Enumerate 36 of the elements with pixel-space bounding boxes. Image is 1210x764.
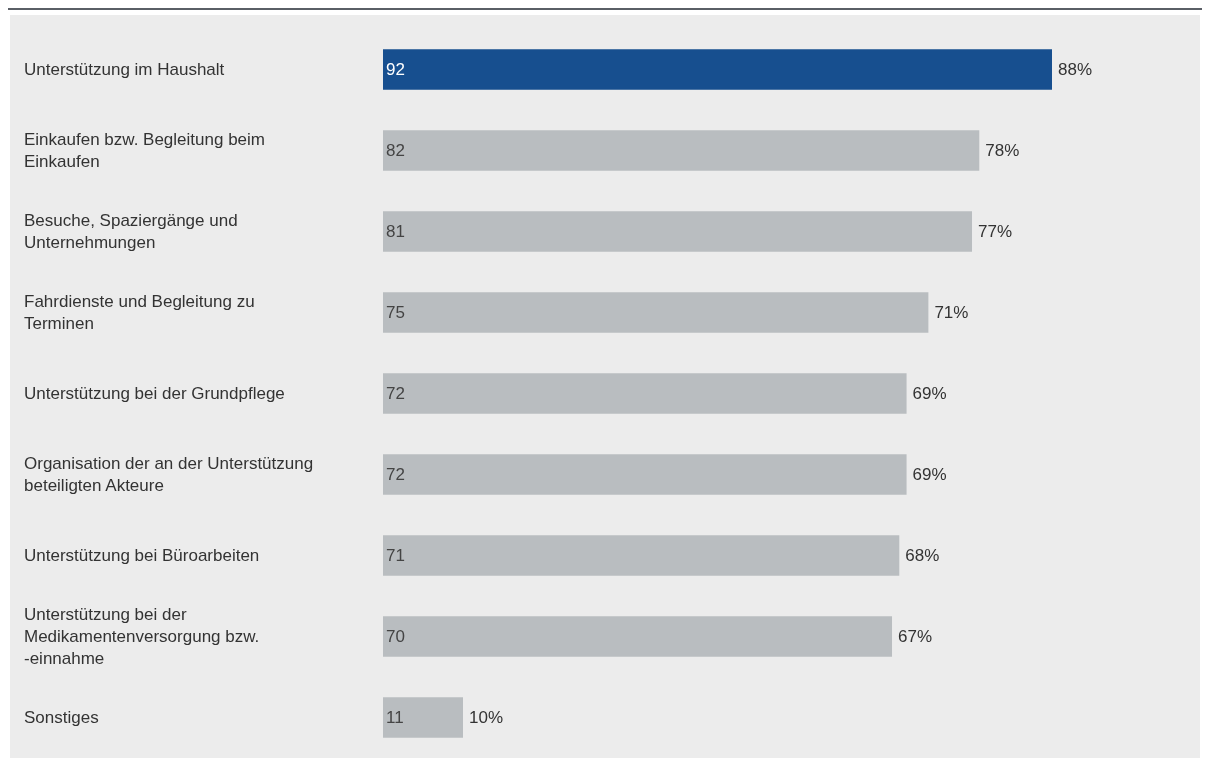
data-label: 70 xyxy=(386,627,405,647)
bar xyxy=(383,292,929,333)
data-label: 72 xyxy=(386,465,405,485)
data-label: 81 xyxy=(386,222,405,242)
annotation: 69% xyxy=(912,384,947,404)
y-tick-label: Organisation der an der Unterstützung beteiligten Akteure xyxy=(24,454,314,496)
data-label: 11 xyxy=(386,708,404,728)
annotation: 78% xyxy=(985,141,1020,161)
data-label: 72 xyxy=(386,384,405,404)
bar xyxy=(383,49,1052,90)
y-tick-label: Besuche, Spaziergänge und Unternehmungen xyxy=(24,211,238,253)
annotation: 69% xyxy=(912,465,947,485)
bar xyxy=(383,373,907,414)
y-tick-label: Einkaufen bzw. Begleitung beim Einkaufen xyxy=(24,130,265,172)
bar xyxy=(383,697,463,738)
annotation: 71% xyxy=(934,303,969,323)
y-tick-label: Unterstützung bei der Medikamentenversorgung bzw. -einnahme xyxy=(24,605,260,669)
y-tick-label: Unterstützung bei Büroarbeiten xyxy=(24,546,260,566)
y-tick-label: Sonstiges xyxy=(24,708,99,728)
annotation: 10% xyxy=(468,708,504,728)
bar xyxy=(383,535,900,576)
bar xyxy=(383,616,893,657)
bar xyxy=(383,454,907,495)
data-label: 92 xyxy=(386,60,405,80)
annotation: 77% xyxy=(978,222,1013,242)
bar xyxy=(383,130,980,171)
data-label: 75 xyxy=(386,303,405,323)
data-label: 82 xyxy=(386,141,405,161)
data-label: 71 xyxy=(386,546,405,566)
annotation: 67% xyxy=(898,627,933,647)
annotation: 68% xyxy=(905,546,940,566)
y-tick-label: Unterstützung im Haushalt xyxy=(24,60,225,80)
y-tick-label: Unterstützung bei der Grundpflege xyxy=(24,384,285,404)
y-tick-label: Fahrdienste und Begleitung zu Terminen xyxy=(24,292,255,334)
annotation: 88% xyxy=(1058,60,1093,80)
bar xyxy=(383,211,973,252)
